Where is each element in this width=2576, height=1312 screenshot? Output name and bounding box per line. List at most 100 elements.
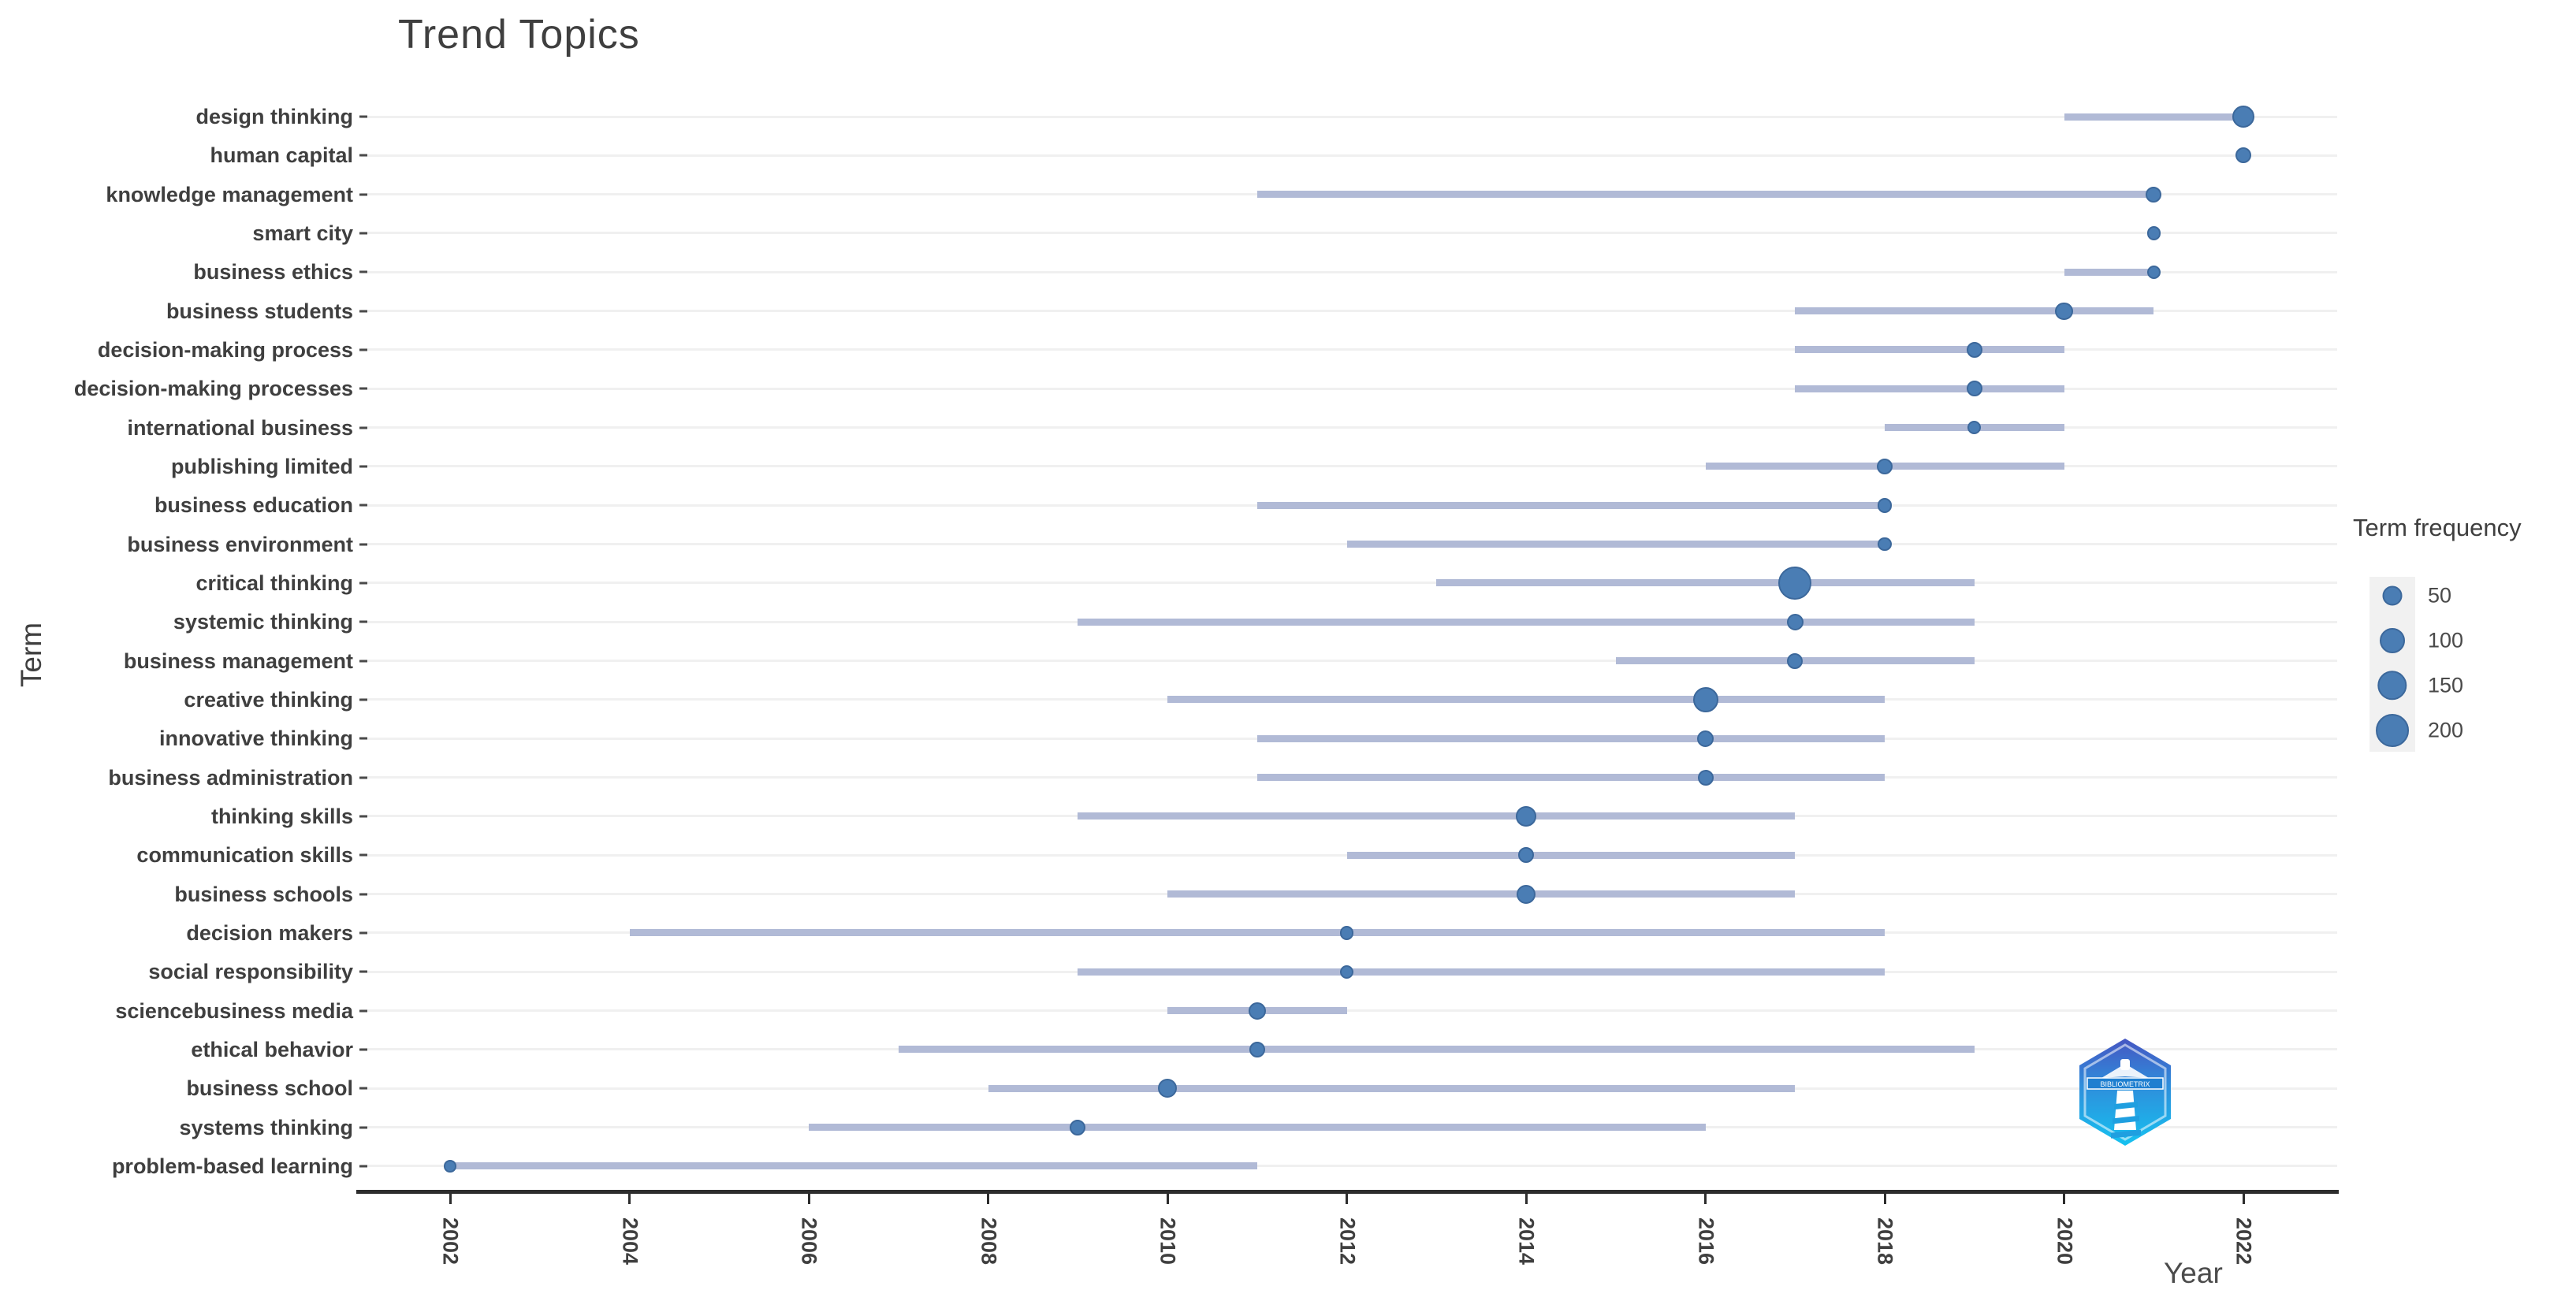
legend-size-label: 200 bbox=[2428, 718, 2464, 742]
term-frequency-dot bbox=[1778, 567, 1812, 600]
x-axis-tick-label: 2018 bbox=[1873, 1217, 1897, 1266]
y-axis-term-label: decision makers bbox=[186, 920, 353, 945]
y-axis-term-label: innovative thinking bbox=[158, 727, 353, 751]
y-axis-tick bbox=[359, 660, 367, 663]
y-axis-tick bbox=[359, 310, 367, 313]
y-axis-tick bbox=[359, 737, 367, 740]
term-range-line bbox=[1256, 774, 1885, 782]
row-gridline bbox=[361, 270, 2337, 273]
term-range-line bbox=[1795, 346, 2064, 354]
chart-title: Trend Topics bbox=[398, 12, 640, 58]
term-range-line bbox=[2064, 113, 2243, 121]
y-axis-term-label: communication skills bbox=[136, 843, 353, 868]
y-axis-term-label: business school bbox=[186, 1076, 353, 1101]
y-axis-tick bbox=[359, 1009, 367, 1013]
x-axis-tick bbox=[628, 1192, 631, 1204]
x-axis-tick-label: 2004 bbox=[618, 1217, 642, 1266]
x-axis-tick-label: 2014 bbox=[1514, 1217, 1539, 1266]
y-axis-term-label: creative thinking bbox=[184, 687, 353, 712]
term-frequency-dot bbox=[1249, 1041, 1265, 1057]
y-axis-title: Term bbox=[15, 622, 47, 688]
legend-size-label: 150 bbox=[2428, 673, 2464, 697]
term-range-line bbox=[2064, 268, 2154, 276]
y-axis-tick bbox=[359, 582, 367, 585]
term-frequency-dot bbox=[2146, 226, 2161, 240]
x-axis-tick bbox=[1166, 1192, 1169, 1204]
term-frequency-dot bbox=[1697, 769, 1714, 786]
x-axis-tick-label: 2006 bbox=[797, 1217, 821, 1266]
y-axis-term-label: smart city bbox=[252, 221, 353, 245]
term-range-line bbox=[1436, 579, 1975, 587]
term-frequency-dot bbox=[1339, 926, 1354, 940]
x-axis-tick bbox=[1883, 1192, 1886, 1204]
term-frequency-dot bbox=[2055, 302, 2073, 320]
term-frequency-dot bbox=[1518, 847, 1534, 864]
term-frequency-dot bbox=[1877, 497, 1893, 513]
y-axis-tick bbox=[359, 465, 367, 468]
y-axis-tick bbox=[359, 426, 367, 429]
y-axis-tick bbox=[359, 1126, 367, 1129]
legend-size-circle bbox=[2377, 671, 2407, 701]
legend: Term frequency 50 100 150 200 bbox=[2349, 512, 2570, 772]
y-axis-term-label: decision-making process bbox=[97, 337, 353, 362]
logo-ribbon-text: BIBLIOMETRIX bbox=[2100, 1080, 2150, 1088]
y-axis-tick bbox=[359, 815, 367, 818]
y-axis-term-label: problem-based learning bbox=[111, 1154, 353, 1178]
y-axis-term-label: critical thinking bbox=[195, 571, 353, 595]
y-axis-tick bbox=[359, 1087, 367, 1090]
x-axis-tick bbox=[807, 1192, 810, 1204]
term-frequency-dot bbox=[1967, 421, 1982, 435]
y-axis-tick bbox=[359, 115, 367, 118]
y-axis-tick bbox=[359, 154, 367, 157]
term-frequency-dot bbox=[1966, 341, 1982, 358]
x-axis-tick bbox=[1346, 1192, 1348, 1204]
y-axis-tick bbox=[359, 1165, 367, 1168]
legend-size-label: 50 bbox=[2428, 583, 2452, 608]
y-axis-term-label: business schools bbox=[174, 882, 353, 906]
row-gridline bbox=[361, 660, 2337, 663]
y-axis-term-label: sciencebusiness media bbox=[115, 998, 353, 1023]
y-axis-tick bbox=[359, 504, 367, 507]
term-frequency-dot bbox=[444, 1160, 456, 1173]
y-axis-term-label: social responsibility bbox=[148, 960, 353, 984]
x-axis-tick bbox=[1704, 1192, 1707, 1204]
term-range-line bbox=[988, 1084, 1796, 1092]
term-frequency-dot bbox=[1696, 730, 1714, 747]
y-axis-tick bbox=[359, 270, 367, 273]
term-frequency-dot bbox=[1070, 1119, 1086, 1135]
y-axis-tick bbox=[359, 387, 367, 390]
y-axis-tick bbox=[359, 232, 367, 235]
y-axis-term-label: thinking skills bbox=[210, 804, 353, 828]
y-axis-tick bbox=[359, 1048, 367, 1051]
term-frequency-dot bbox=[1692, 686, 1718, 712]
y-axis-term-label: decision-making processes bbox=[73, 377, 353, 401]
x-axis-title: Year bbox=[2164, 1257, 2223, 1289]
legend-keys: 50 100 150 200 bbox=[2349, 512, 2570, 772]
row-gridline bbox=[361, 1009, 2337, 1013]
x-axis-tick-label: 2010 bbox=[1156, 1217, 1180, 1266]
term-range-line bbox=[1078, 618, 1975, 626]
term-frequency-dot bbox=[2146, 265, 2161, 279]
row-gridline bbox=[361, 426, 2337, 429]
row-gridline bbox=[361, 1165, 2337, 1168]
y-axis-tick bbox=[359, 893, 367, 896]
x-axis-tick bbox=[987, 1192, 989, 1204]
y-axis-tick bbox=[359, 970, 367, 973]
row-gridline bbox=[361, 310, 2337, 313]
x-axis-tick-label: 2022 bbox=[2232, 1217, 2256, 1266]
y-axis-tick bbox=[359, 853, 367, 857]
x-axis-tick bbox=[2242, 1192, 2245, 1204]
term-frequency-dot bbox=[1516, 884, 1536, 904]
x-axis-tick bbox=[449, 1192, 452, 1204]
term-range-line bbox=[809, 1124, 1706, 1132]
term-frequency-dot bbox=[1878, 537, 1892, 552]
y-axis-tick bbox=[359, 543, 367, 546]
row-gridline bbox=[361, 582, 2337, 585]
y-axis-term-label: business management bbox=[123, 649, 353, 673]
term-frequency-dot bbox=[1877, 458, 1893, 474]
term-frequency-dot bbox=[2235, 147, 2251, 164]
term-range-line bbox=[898, 1046, 1975, 1054]
y-axis-term-label: systemic thinking bbox=[173, 610, 353, 634]
y-axis-term-label: business administration bbox=[108, 765, 353, 790]
